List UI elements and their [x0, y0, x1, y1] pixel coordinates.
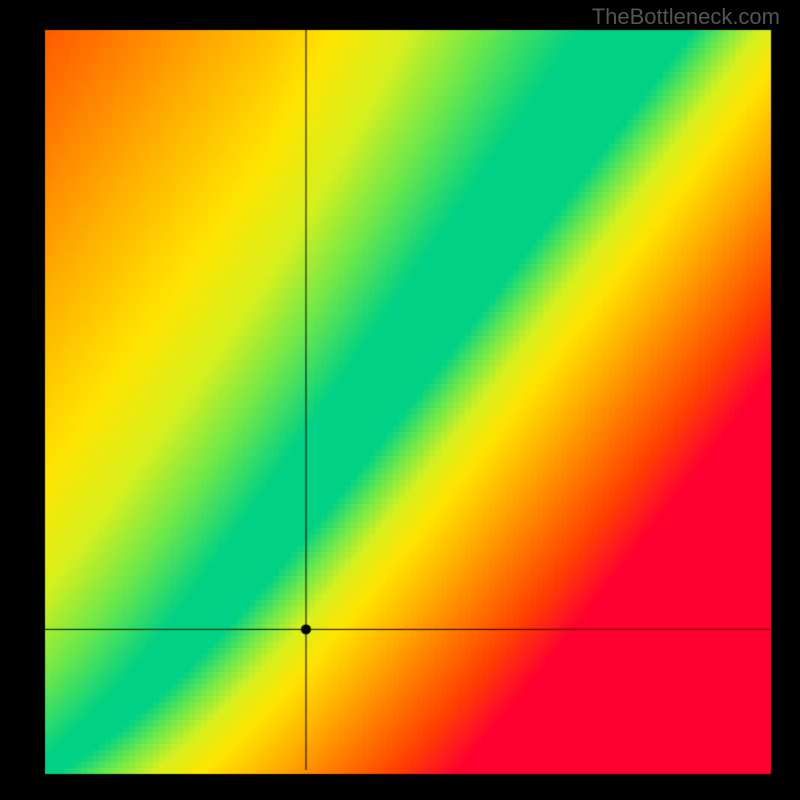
- watermark-label: TheBottleneck.com: [592, 4, 780, 30]
- bottleneck-heatmap: [0, 0, 800, 800]
